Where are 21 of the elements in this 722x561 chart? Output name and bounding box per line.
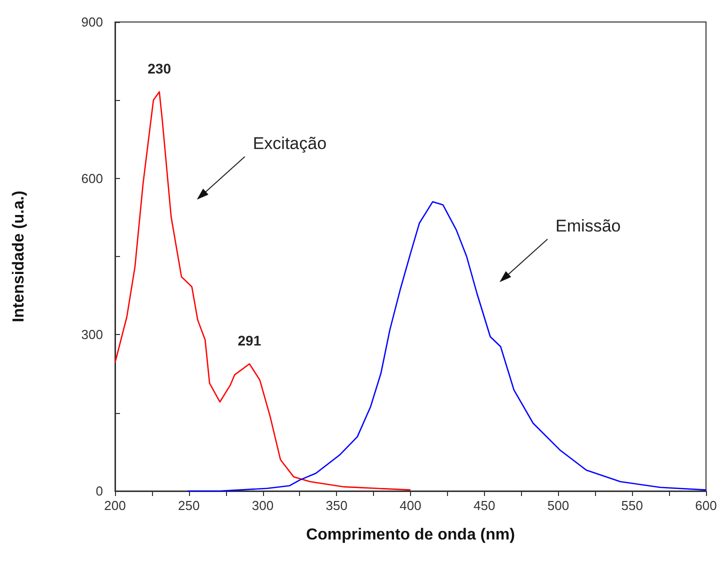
annotation: Emissão — [556, 216, 621, 236]
x-tick-label: 200 — [104, 498, 126, 513]
x-tick-label: 500 — [547, 498, 570, 513]
annotation: 230 — [148, 60, 172, 77]
y-axis-title: Intensidade (u.a.) — [10, 190, 28, 322]
x-axis-title: Comprimento de onda (nm) — [306, 526, 515, 544]
x-tick-label: 250 — [178, 498, 200, 513]
x-tick-label: 350 — [326, 498, 348, 513]
annotation: Excitação — [252, 134, 327, 154]
line-series — [114, 91, 412, 491]
x-tick-label: 300 — [252, 498, 274, 513]
x-tick-label: 450 — [474, 498, 496, 513]
x-tick-label: 400 — [400, 498, 422, 513]
y-tick-label: 900 — [81, 14, 103, 30]
y-tick-label: 300 — [81, 327, 103, 342]
x-tick-label: 600 — [695, 498, 717, 513]
y-tick-label: 600 — [81, 170, 103, 186]
annotation: 291 — [238, 332, 262, 349]
x-tick-label: 550 — [621, 498, 643, 513]
line-series — [186, 201, 707, 492]
y-tick-label: 0 — [96, 484, 103, 498]
